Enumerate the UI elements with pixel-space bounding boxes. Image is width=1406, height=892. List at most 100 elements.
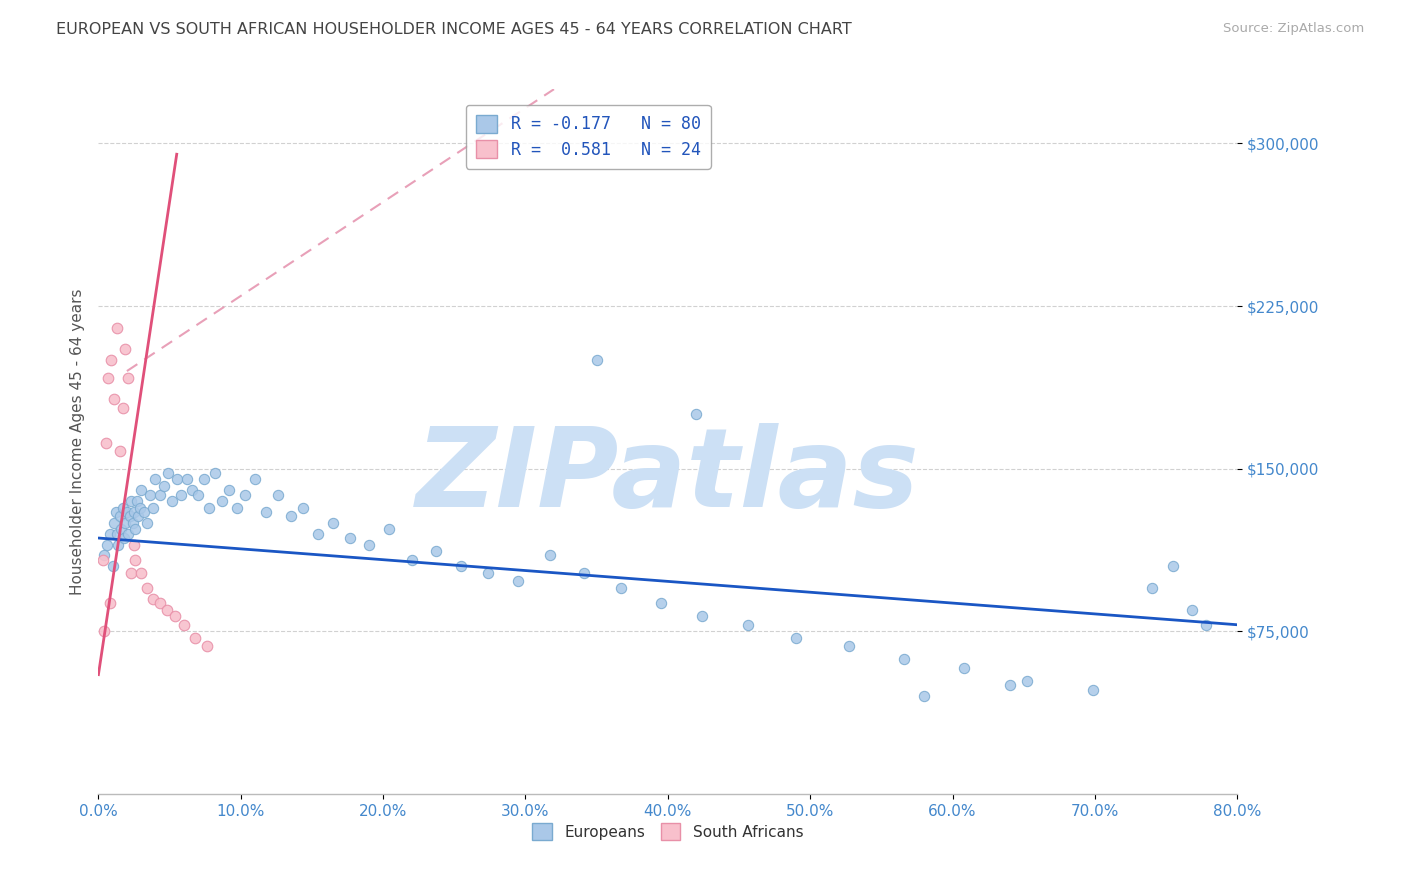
Point <box>93 624 115 639</box>
Point <box>218 483 240 498</box>
Point <box>998 678 1021 692</box>
Point <box>153 479 176 493</box>
Point <box>198 500 221 515</box>
Point <box>124 522 146 536</box>
Point <box>111 401 134 415</box>
Point <box>141 591 163 606</box>
Point <box>307 526 329 541</box>
Point <box>425 544 447 558</box>
Point <box>105 526 128 541</box>
Text: ZIPatlas: ZIPatlas <box>416 424 920 530</box>
Point <box>100 353 122 368</box>
Point <box>132 505 155 519</box>
Point <box>1083 682 1105 697</box>
Point <box>173 617 195 632</box>
Point <box>117 526 139 541</box>
Point <box>378 522 401 536</box>
Point <box>120 566 142 580</box>
Point <box>170 488 193 502</box>
Point <box>166 473 188 487</box>
Point <box>115 505 138 519</box>
Point <box>112 531 135 545</box>
Point <box>135 516 157 530</box>
Point <box>225 500 247 515</box>
Point <box>690 609 713 624</box>
Point <box>181 483 204 498</box>
Point <box>1015 674 1038 689</box>
Point <box>93 549 115 563</box>
Point <box>122 537 145 551</box>
Point <box>104 505 127 519</box>
Point <box>120 494 142 508</box>
Point <box>145 473 167 487</box>
Point <box>149 596 172 610</box>
Point <box>96 537 118 551</box>
Point <box>953 661 976 675</box>
Point <box>211 494 233 508</box>
Point <box>572 566 595 580</box>
Point <box>838 640 860 654</box>
Point <box>1140 581 1163 595</box>
Point <box>98 596 121 610</box>
Point <box>1195 617 1218 632</box>
Point <box>127 509 149 524</box>
Point <box>91 552 114 566</box>
Point <box>97 370 120 384</box>
Point <box>124 552 146 566</box>
Point <box>165 609 187 624</box>
Point <box>117 370 139 384</box>
Point <box>193 473 215 487</box>
Point <box>893 652 915 666</box>
Point <box>128 500 150 515</box>
Point <box>135 581 157 595</box>
Point <box>156 602 179 616</box>
Point <box>477 566 499 580</box>
Point <box>107 537 129 551</box>
Point <box>243 473 266 487</box>
Point <box>357 537 380 551</box>
Point <box>187 488 209 502</box>
Point <box>585 353 607 368</box>
Point <box>162 494 184 508</box>
Point <box>108 444 131 458</box>
Point <box>114 343 136 357</box>
Point <box>121 516 143 530</box>
Point <box>149 488 172 502</box>
Point <box>1181 602 1204 616</box>
Point <box>122 505 145 519</box>
Point <box>125 494 148 508</box>
Point <box>233 488 256 502</box>
Point <box>108 509 131 524</box>
Legend: Europeans, South Africans: Europeans, South Africans <box>526 817 810 847</box>
Y-axis label: Householder Income Ages 45 - 64 years: Householder Income Ages 45 - 64 years <box>69 288 84 595</box>
Point <box>105 320 128 334</box>
Point <box>280 509 302 524</box>
Point <box>138 488 160 502</box>
Point <box>737 617 759 632</box>
Point <box>204 466 226 480</box>
Point <box>1161 559 1184 574</box>
Point <box>685 408 707 422</box>
Point <box>129 483 152 498</box>
Text: EUROPEAN VS SOUTH AFRICAN HOUSEHOLDER INCOME AGES 45 - 64 YEARS CORRELATION CHAR: EUROPEAN VS SOUTH AFRICAN HOUSEHOLDER IN… <box>56 22 852 37</box>
Point <box>111 500 134 515</box>
Point <box>785 631 807 645</box>
Point <box>141 500 163 515</box>
Point <box>157 466 180 480</box>
Point <box>254 505 277 519</box>
Point <box>103 516 125 530</box>
Point <box>98 526 121 541</box>
Point <box>195 640 218 654</box>
Point <box>101 559 124 574</box>
Point <box>267 488 290 502</box>
Point <box>650 596 672 610</box>
Point <box>450 559 472 574</box>
Point <box>176 473 198 487</box>
Point <box>114 516 136 530</box>
Point <box>129 566 152 580</box>
Point <box>401 552 423 566</box>
Point <box>184 631 207 645</box>
Point <box>508 574 530 589</box>
Point <box>103 392 125 407</box>
Point <box>322 516 344 530</box>
